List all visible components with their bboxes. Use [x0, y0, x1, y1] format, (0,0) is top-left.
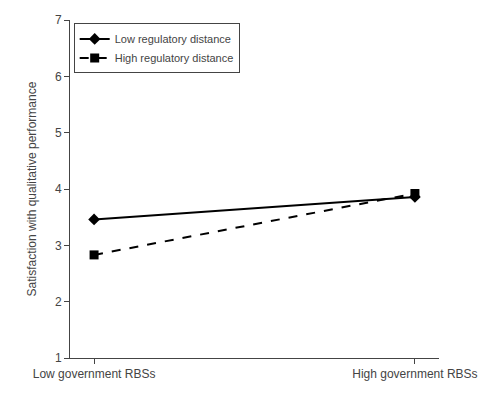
svg-text:5: 5 [55, 126, 62, 140]
svg-text:Low regulatory distance: Low regulatory distance [115, 33, 231, 45]
svg-text:2: 2 [55, 295, 62, 309]
svg-text:Satisfaction with qualitative: Satisfaction with qualitative performanc… [25, 81, 39, 296]
svg-text:3: 3 [55, 239, 62, 253]
svg-text:Low government RBSs: Low government RBSs [33, 367, 156, 381]
svg-text:7: 7 [55, 13, 62, 27]
svg-text:High government RBSs: High government RBSs [352, 367, 477, 381]
svg-text:6: 6 [55, 70, 62, 84]
svg-text:4: 4 [55, 182, 62, 196]
svg-text:1: 1 [55, 351, 62, 365]
svg-text:High regulatory distance: High regulatory distance [115, 52, 234, 64]
